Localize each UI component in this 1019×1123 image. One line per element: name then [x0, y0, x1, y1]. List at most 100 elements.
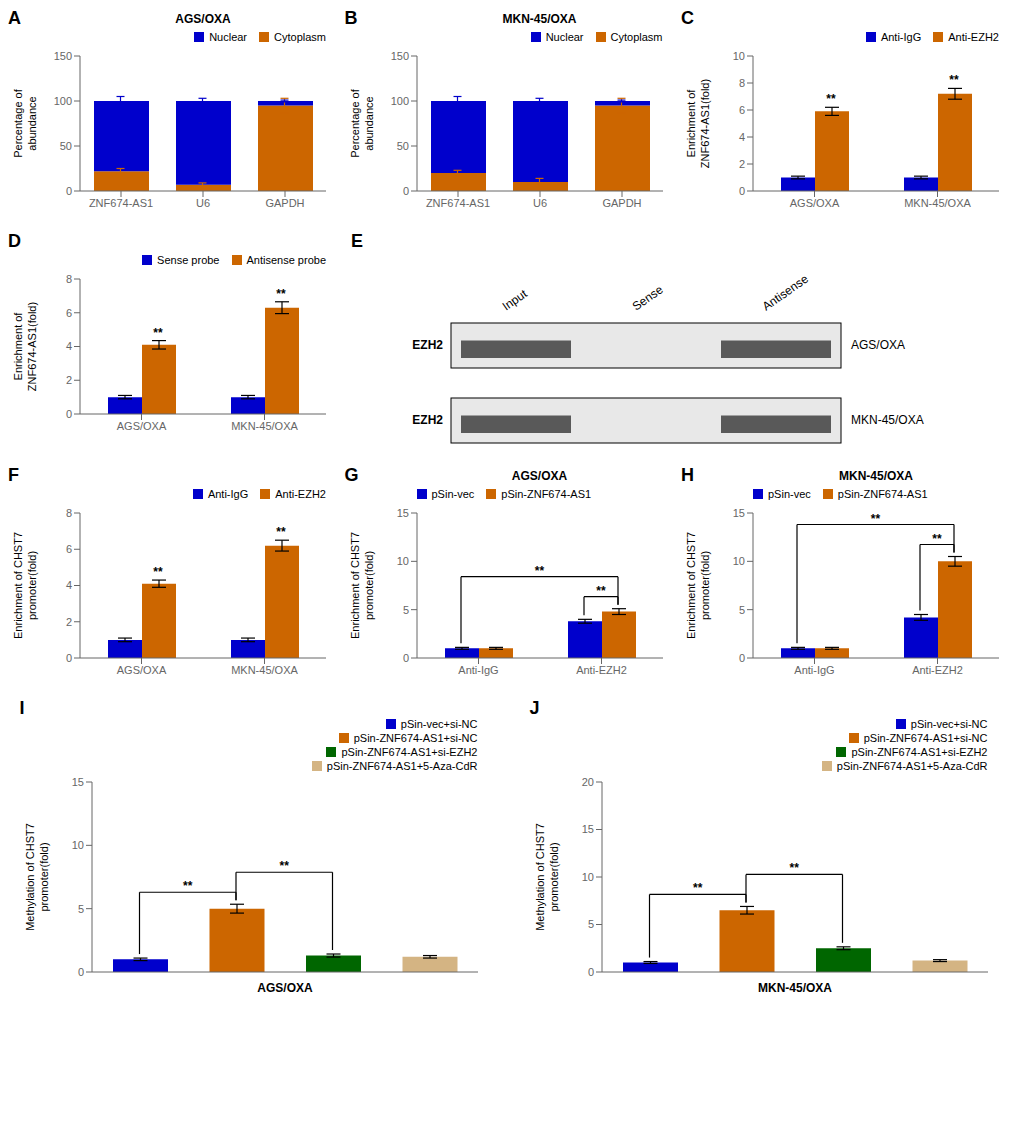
svg-text:promoter(fold): promoter(fold)	[699, 551, 711, 620]
svg-text:4: 4	[66, 579, 72, 591]
svg-text:ZNF674-AS1: ZNF674-AS1	[89, 197, 153, 209]
svg-text:promoter(fold): promoter(fold)	[548, 842, 560, 911]
svg-text:**: **	[276, 287, 286, 301]
svg-text:0: 0	[739, 652, 745, 664]
svg-text:Input: Input	[500, 286, 530, 313]
svg-text:Sense: Sense	[630, 282, 666, 313]
svg-text:**: **	[596, 584, 606, 598]
svg-text:10: 10	[733, 555, 745, 567]
svg-text:**: **	[871, 512, 881, 526]
svg-text:**: **	[276, 525, 286, 539]
svg-text:0: 0	[66, 185, 72, 197]
svg-text:Enrichment of CHST7: Enrichment of CHST7	[685, 532, 697, 639]
svg-text:20: 20	[581, 776, 593, 788]
svg-text:0: 0	[77, 966, 83, 978]
svg-text:5: 5	[587, 918, 593, 930]
svg-text:10: 10	[396, 555, 408, 567]
svg-text:6: 6	[739, 104, 745, 116]
svg-text:Percentage of: Percentage of	[349, 88, 361, 157]
svg-text:Anti-IgG: Anti-IgG	[458, 664, 498, 676]
svg-text:0: 0	[402, 652, 408, 664]
svg-text:EZH2: EZH2	[412, 338, 443, 352]
svg-text:**: **	[826, 92, 836, 106]
svg-text:Methylation of CHST7: Methylation of CHST7	[24, 823, 36, 931]
svg-text:**: **	[949, 73, 959, 87]
svg-text:promoter(fold): promoter(fold)	[38, 842, 50, 911]
svg-text:15: 15	[71, 776, 83, 788]
svg-text:0: 0	[402, 185, 408, 197]
svg-text:Anti-EZH2: Anti-EZH2	[576, 664, 627, 676]
svg-text:MKN-45/OXA: MKN-45/OXA	[231, 420, 298, 432]
svg-text:**: **	[279, 859, 289, 873]
svg-text:Antisense: Antisense	[760, 272, 811, 314]
svg-text:ZNF674-AS1: ZNF674-AS1	[425, 197, 489, 209]
svg-text:2: 2	[66, 616, 72, 628]
svg-text:ZNF674-AS1(fold): ZNF674-AS1(fold)	[699, 79, 711, 168]
svg-text:MKN-45/OXA: MKN-45/OXA	[757, 981, 831, 995]
svg-text:50: 50	[396, 140, 408, 152]
svg-text:5: 5	[77, 903, 83, 915]
svg-text:AGS/OXA: AGS/OXA	[117, 664, 167, 676]
svg-text:100: 100	[390, 95, 408, 107]
svg-text:2: 2	[739, 158, 745, 170]
svg-text:MKN-45/OXA: MKN-45/OXA	[851, 413, 924, 427]
svg-text:MKN-45/OXA: MKN-45/OXA	[231, 664, 298, 676]
svg-text:150: 150	[54, 50, 72, 62]
svg-text:U6: U6	[196, 197, 210, 209]
svg-text:abundance: abundance	[26, 96, 38, 150]
svg-text:AGS/OXA: AGS/OXA	[257, 981, 313, 995]
svg-text:6: 6	[66, 307, 72, 319]
svg-text:10: 10	[71, 839, 83, 851]
svg-text:Percentage of: Percentage of	[12, 88, 24, 157]
svg-text:**: **	[693, 881, 703, 895]
svg-text:4: 4	[66, 340, 72, 352]
svg-text:8: 8	[739, 77, 745, 89]
svg-text:Enrichment of: Enrichment of	[685, 89, 697, 158]
svg-text:**: **	[183, 879, 193, 893]
svg-text:MKN-45/OXA: MKN-45/OXA	[904, 197, 971, 209]
svg-text:8: 8	[66, 507, 72, 519]
svg-text:U6: U6	[532, 197, 546, 209]
svg-text:0: 0	[739, 185, 745, 197]
svg-text:Enrichment of: Enrichment of	[12, 312, 24, 381]
svg-text:promoter(fold): promoter(fold)	[26, 551, 38, 620]
svg-text:8: 8	[66, 273, 72, 285]
svg-text:Enrichment of CHST7: Enrichment of CHST7	[349, 532, 361, 639]
svg-text:Methylation of CHST7: Methylation of CHST7	[534, 823, 546, 931]
svg-text:promoter(fold): promoter(fold)	[363, 551, 375, 620]
svg-text:GAPDH: GAPDH	[602, 197, 641, 209]
svg-text:2: 2	[66, 374, 72, 386]
svg-text:Anti-IgG: Anti-IgG	[794, 664, 834, 676]
svg-text:15: 15	[581, 823, 593, 835]
svg-text:Enrichment of CHST7: Enrichment of CHST7	[12, 532, 24, 639]
svg-text:5: 5	[402, 604, 408, 616]
svg-text:ZNF674-AS1(fold): ZNF674-AS1(fold)	[26, 302, 38, 391]
svg-text:Anti-EZH2: Anti-EZH2	[912, 664, 963, 676]
svg-text:10: 10	[733, 50, 745, 62]
html-text:AGS/OXA: AGS/OXA	[175, 12, 231, 26]
svg-text:10: 10	[581, 871, 593, 883]
svg-text:EZH2: EZH2	[412, 413, 443, 427]
svg-text:GAPDH: GAPDH	[265, 197, 304, 209]
svg-text:AGS/OXA: AGS/OXA	[117, 420, 167, 432]
svg-text:100: 100	[54, 95, 72, 107]
svg-text:**: **	[789, 861, 799, 875]
svg-text:6: 6	[66, 543, 72, 555]
svg-text:0: 0	[66, 652, 72, 664]
svg-text:15: 15	[396, 507, 408, 519]
svg-text:**: **	[153, 565, 163, 579]
svg-text:50: 50	[60, 140, 72, 152]
svg-text:AGS/OXA: AGS/OXA	[790, 197, 840, 209]
svg-text:150: 150	[390, 50, 408, 62]
svg-text:**: **	[153, 326, 163, 340]
svg-text:5: 5	[739, 604, 745, 616]
html-text:G: G	[344, 465, 359, 485]
svg-text:15: 15	[733, 507, 745, 519]
svg-text:0: 0	[587, 966, 593, 978]
svg-text:AGS/OXA: AGS/OXA	[851, 338, 905, 352]
svg-text:abundance: abundance	[363, 96, 375, 150]
svg-text:4: 4	[739, 131, 745, 143]
svg-text:**: **	[932, 532, 942, 546]
svg-text:**: **	[534, 564, 544, 578]
svg-text:0: 0	[66, 408, 72, 420]
